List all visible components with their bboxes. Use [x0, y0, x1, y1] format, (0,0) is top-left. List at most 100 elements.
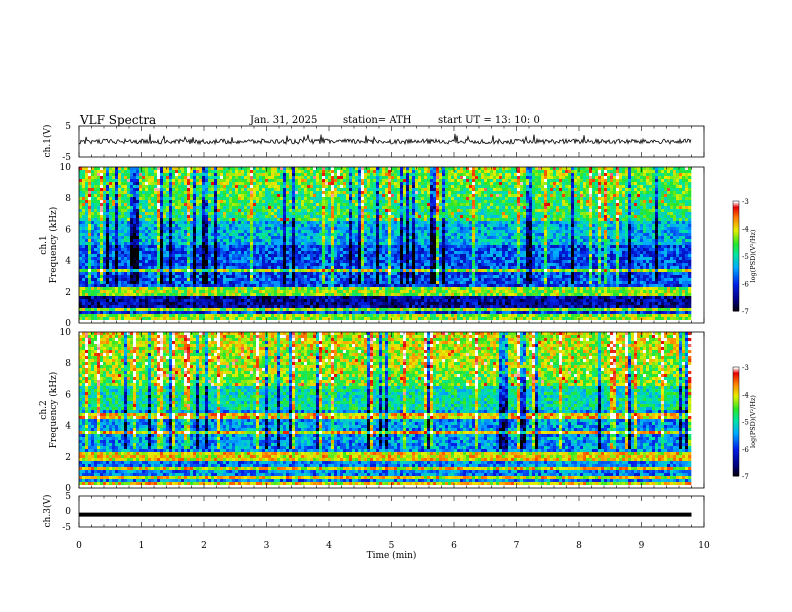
colorbar-segment: [733, 445, 739, 448]
station-label: station= ATH: [343, 115, 411, 126]
ch1-spectrogram-y-tick-label: 6: [65, 225, 71, 235]
colorbar-segment: [733, 228, 739, 231]
ch1-spectrogram-y-tick-label: 2: [65, 288, 71, 298]
x-tick-label: 2: [201, 541, 207, 551]
colorbar-segment: [733, 305, 739, 308]
colorbar-segment: [733, 425, 739, 428]
colorbar-segment: [733, 309, 739, 312]
ch2-spectrogram-y-tick-label: 6: [65, 390, 71, 400]
colorbar-segment: [733, 430, 739, 433]
colorbar-segment: [733, 206, 739, 209]
colorbar-segment: [733, 383, 739, 386]
colorbar-segment: [733, 208, 739, 211]
colorbar-segment: [733, 434, 739, 437]
colorbar-segment: [733, 307, 739, 310]
start-time-label: start UT = 13: 10: 0: [438, 115, 540, 126]
figure-title: VLF Spectra: [80, 113, 156, 127]
x-tick-label: 3: [264, 541, 270, 551]
colorbar-segment: [733, 268, 739, 272]
colorbar-segment: [733, 294, 739, 297]
colorbar-segment: [733, 399, 739, 403]
ch1-y-tick-label: 5: [65, 122, 71, 132]
colorbar-segment: [733, 263, 739, 266]
colorbar-segment: [733, 417, 739, 421]
colorbar-segment: [733, 272, 739, 275]
colorbar-segment: [733, 292, 739, 295]
colorbar-segment: [733, 463, 739, 466]
colorbar-segment: [733, 385, 739, 388]
colorbar-segment: [733, 376, 739, 379]
ch1-colorbar-frame: [732, 200, 740, 312]
colorbar-segment: [733, 410, 739, 413]
colorbar-segment: [733, 472, 739, 475]
colorbar-segment: [733, 439, 739, 442]
ch3-y-tick-label: 0: [65, 507, 71, 517]
colorbar-segment: [733, 446, 739, 450]
colorbar-segment: [733, 412, 739, 415]
ch2-spectrogram-y-tick-label: 4: [65, 422, 71, 432]
ch1-spectrogram-ylabel-frequency: Frequency (kHz): [48, 207, 59, 284]
colorbar-segment: [733, 232, 739, 235]
colorbar-segment: [733, 370, 739, 373]
colorbar-segment: [733, 368, 739, 372]
ch2-colorbar-tick: -6: [742, 446, 749, 454]
ch1-spectrogram-y-tick-label: 0: [65, 319, 71, 329]
x-tick-label: 8: [576, 541, 582, 551]
colorbar-segment: [733, 421, 739, 424]
colorbar-segment: [733, 394, 739, 397]
ch1-spectrogram-y-tick-label: 10: [60, 163, 72, 173]
colorbar-segment: [733, 392, 739, 395]
colorbar-segment: [733, 406, 739, 410]
colorbar-segment: [733, 287, 739, 290]
ch2-spectrogram-y-tick-label: 8: [65, 359, 71, 369]
colorbar-segment: [733, 270, 739, 273]
colorbar-segment: [733, 274, 739, 277]
colorbar-segment: [733, 461, 739, 464]
colorbar-segment: [733, 303, 739, 306]
ch3-y-tick-label: 5: [65, 492, 71, 502]
colorbar-segment: [733, 426, 739, 430]
colorbar-segment: [733, 470, 739, 473]
ch2-colorbar-tick: -3: [742, 364, 749, 372]
colorbar-segment: [733, 298, 739, 301]
colorbar-segment: [733, 388, 739, 392]
colorbar-segment: [733, 239, 739, 242]
colorbar-segment: [733, 259, 739, 262]
colorbar-segment: [733, 201, 739, 204]
colorbar-segment: [733, 256, 739, 259]
colorbar-segment: [733, 301, 739, 305]
colorbar-segment: [733, 465, 739, 468]
colorbar-segment: [733, 202, 739, 206]
colorbar-segment: [733, 212, 739, 215]
ch1-spectrogram-y-tick-label: 8: [65, 194, 71, 204]
colorbar-segment: [733, 454, 739, 457]
colorbar-segment: [733, 300, 739, 303]
colorbar-segment: [733, 283, 739, 286]
ch1-colorbar-tick: -3: [742, 198, 749, 206]
ch1-colorbar-tick: -6: [742, 281, 749, 289]
ch2-spectrogram-y-tick-label: 2: [65, 453, 71, 463]
colorbar-segment: [733, 367, 739, 370]
ch2-spectrogram-ylabel-channel: ch.2: [39, 400, 49, 419]
colorbar-segment: [733, 265, 739, 268]
ch1-colorbar-tick: -5: [742, 253, 749, 261]
colorbar-segment: [733, 246, 739, 250]
colorbar-segment: [733, 474, 739, 477]
ch1-spectrogram: [79, 167, 704, 324]
colorbar-segment: [733, 377, 739, 381]
colorbar-segment: [733, 457, 739, 461]
ch1-waveform: [78, 133, 692, 146]
colorbar-segment: [733, 248, 739, 251]
colorbar-segment: [733, 452, 739, 455]
ch1-y-tick-label: -5: [62, 153, 71, 163]
colorbar-segment: [733, 235, 739, 239]
ch1-waveform-line: [78, 133, 692, 146]
colorbar-segment: [733, 432, 739, 435]
x-axis-label: Time (min): [367, 550, 417, 561]
colorbar-segment: [733, 217, 739, 220]
ch1-colorbar-label: log(PSD)(V²/Hz): [749, 229, 757, 282]
colorbar-segment: [733, 219, 739, 222]
colorbar-segment: [733, 237, 739, 240]
colorbar-segment: [733, 436, 739, 439]
colorbar-segment: [733, 267, 739, 270]
